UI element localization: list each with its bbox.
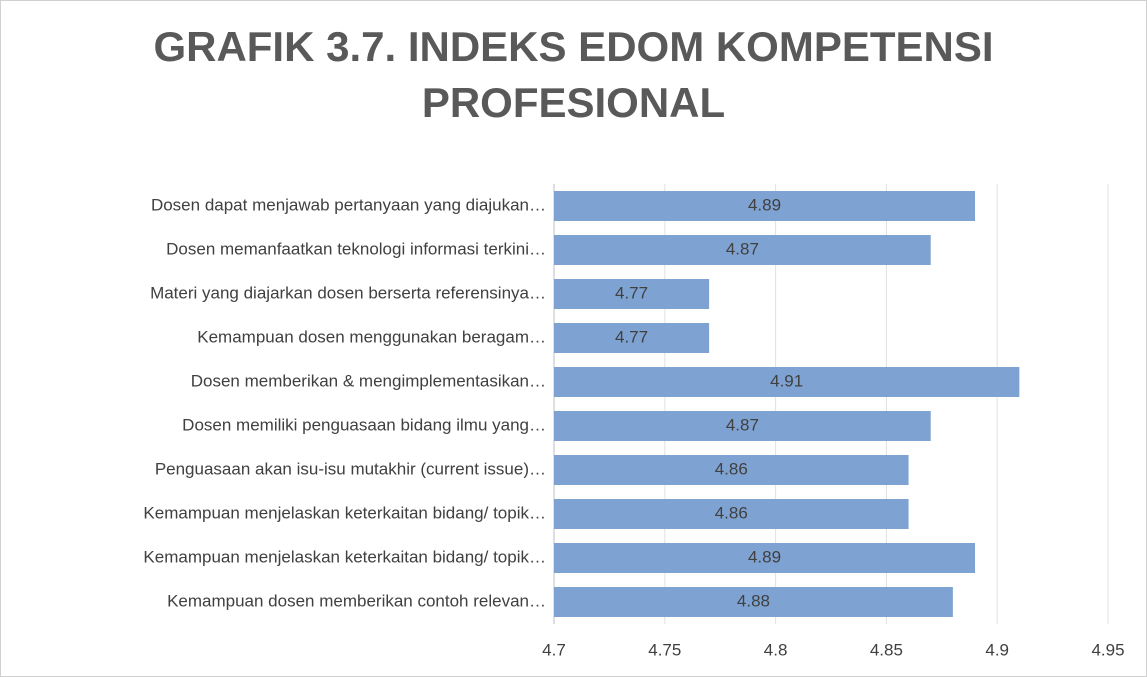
data-label: 4.87 [726,415,759,434]
y-tick-label: Kemampuan menjelaskan keterkaitan bidang… [143,503,546,522]
bar [554,543,976,573]
y-tick-label: Penguasaan akan isu-isu mutakhir (curren… [155,459,546,478]
y-tick-label: Dosen memiliki penguasaan bidang ilmu ya… [182,415,546,434]
x-tick-label: 4.85 [870,640,903,659]
data-label: 4.86 [715,459,748,478]
x-tick-label: 4.7 [542,640,566,659]
bar [554,323,710,353]
y-tick-label: Dosen memberikan & mengimplementasikan… [191,371,546,390]
data-label: 4.77 [615,283,648,302]
data-label: 4.86 [715,503,748,522]
y-tick-label: Dosen dapat menjawab pertanyaan yang dia… [151,195,546,214]
data-label: 4.91 [770,371,803,390]
data-label: 4.89 [748,547,781,566]
x-tick-label: 4.8 [764,640,788,659]
bar [554,367,1020,397]
data-label: 4.88 [737,591,770,610]
bar [554,499,909,529]
y-tick-label: Dosen memanfaatkan teknologi informasi t… [166,239,546,258]
data-label: 4.87 [726,239,759,258]
bar [554,279,710,309]
bar [554,587,953,617]
bar [554,411,931,441]
data-label: 4.89 [748,195,781,214]
data-label: 4.77 [615,327,648,346]
x-tick-label: 4.75 [648,640,681,659]
y-tick-label: Kemampuan dosen memberikan contoh releva… [167,591,546,610]
bar [554,191,976,221]
y-tick-label: Kemampuan dosen menggunakan beragam… [197,327,546,346]
x-tick-label: 4.9 [985,640,1009,659]
bar [554,455,909,485]
x-tick-label: 4.95 [1091,640,1124,659]
y-tick-label: Kemampuan menjelaskan keterkaitan bidang… [143,547,546,566]
bar [554,235,931,265]
y-tick-label: Materi yang diajarkan dosen berserta ref… [150,283,546,302]
chart-title: GRAFIK 3.7. INDEKS EDOM KOMPETENSI PROFE… [153,23,994,126]
